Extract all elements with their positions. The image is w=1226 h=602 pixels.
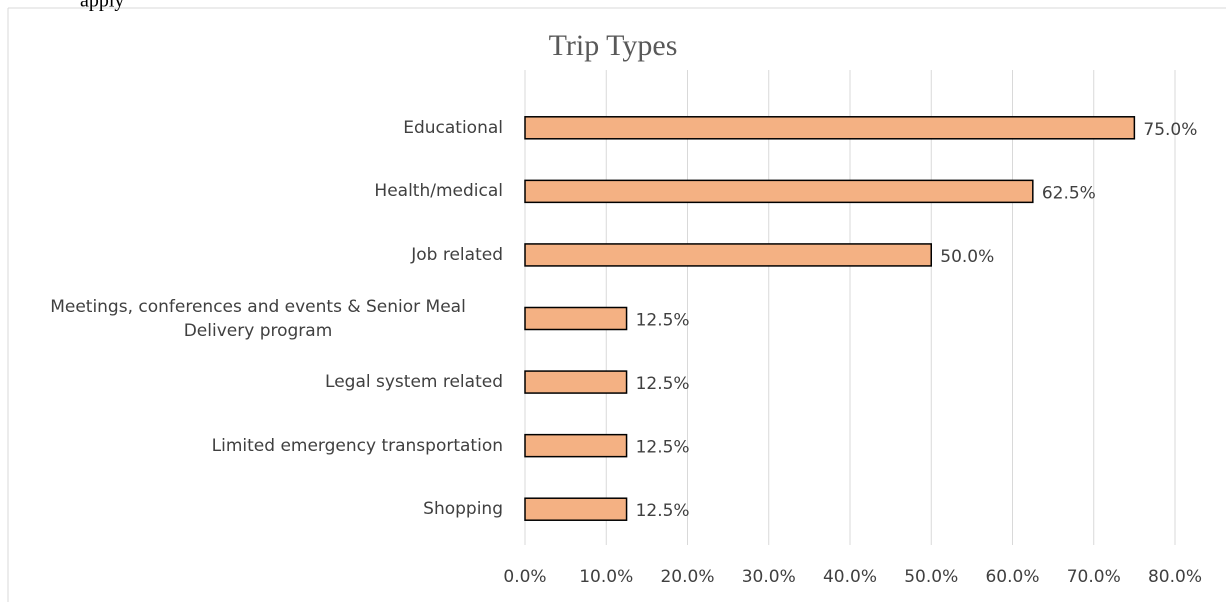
bar [524,370,628,394]
x-tick-label: 60.0% [985,567,1039,587]
y-tick-label: Legal system related [325,372,503,393]
y-tick-label: Shopping [423,499,503,520]
data-label: 12.5% [636,311,690,331]
data-label: 12.5% [636,501,690,521]
y-tick-label: Educational [403,117,503,138]
data-label: 50.0% [940,247,994,267]
x-tick-label: 30.0% [742,567,796,587]
y-tick-label: Limited emergency transportation [211,435,503,456]
x-tick-label: 70.0% [1067,567,1121,587]
bar [524,116,1136,140]
x-tick-label: 20.0% [660,567,714,587]
y-tick-label: Job related [411,244,503,265]
y-tick-label: Health/medical [374,181,503,202]
chart-title: Trip Types [549,29,678,62]
y-tick-label: Meetings, conferences and events & Senio… [50,296,466,341]
data-label: 12.5% [636,438,690,458]
x-tick-label: 50.0% [904,567,958,587]
data-label: 75.0% [1143,120,1197,140]
caption: apply [80,0,124,12]
bar [524,433,628,458]
bar [524,306,628,331]
bar [524,243,932,267]
bar [524,179,1034,204]
data-label: 12.5% [636,374,690,394]
x-tick-label: 0.0% [503,567,546,587]
x-tick-label: 10.0% [579,567,633,587]
x-tick-label: 80.0% [1148,567,1202,587]
x-tick-label: 40.0% [823,567,877,587]
bar [524,497,628,521]
data-label: 62.5% [1042,183,1096,203]
